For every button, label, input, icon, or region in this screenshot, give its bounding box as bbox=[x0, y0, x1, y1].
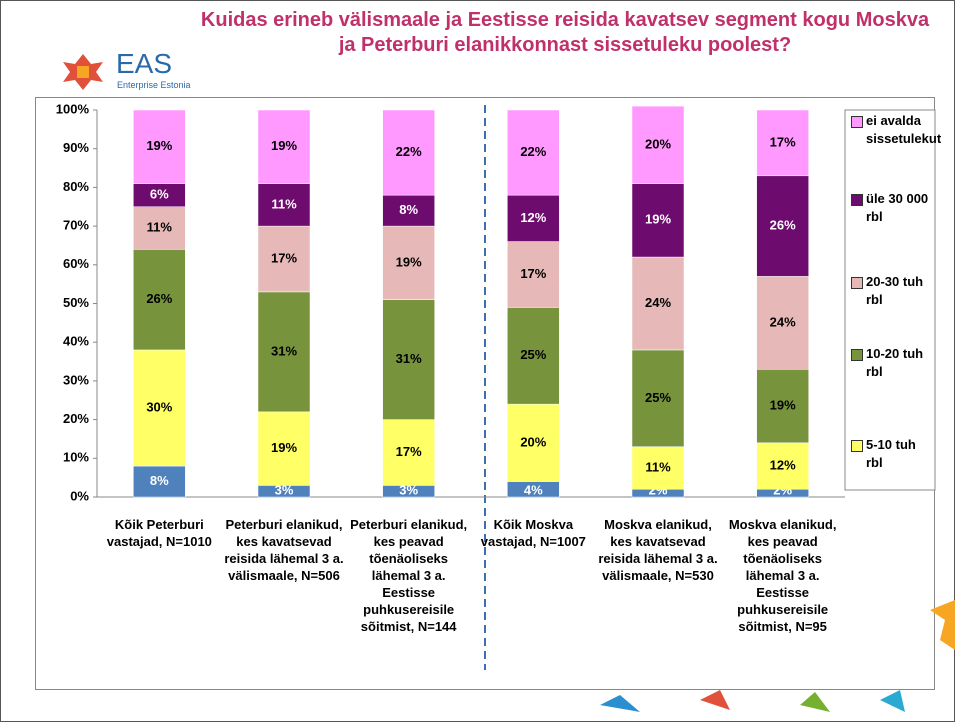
data-label: 20% bbox=[520, 434, 546, 449]
data-label: 17% bbox=[271, 250, 297, 265]
y-tick-label: 90% bbox=[63, 140, 89, 155]
legend-swatch bbox=[851, 277, 863, 289]
y-tick-label: 100% bbox=[56, 101, 90, 116]
data-label: 6% bbox=[150, 187, 169, 202]
data-label: 17% bbox=[396, 444, 422, 459]
x-tick-label: Peterburi elanikud, kes peavad tõenäolis… bbox=[345, 516, 473, 635]
y-tick-label: 30% bbox=[63, 372, 89, 387]
data-label: 17% bbox=[520, 266, 546, 281]
data-label: 11% bbox=[645, 459, 671, 474]
data-label: 19% bbox=[271, 138, 297, 153]
data-label: 25% bbox=[520, 347, 546, 362]
y-tick-label: 40% bbox=[63, 334, 89, 349]
data-label: 24% bbox=[770, 314, 796, 329]
legend-swatch bbox=[851, 440, 863, 452]
y-tick-label: 80% bbox=[63, 179, 89, 194]
data-label: 19% bbox=[396, 254, 422, 269]
data-label: 26% bbox=[770, 218, 796, 233]
x-tick-label: Kõik Peterburi vastajad, N=1010 bbox=[95, 516, 223, 550]
data-label: 12% bbox=[770, 457, 796, 472]
data-label: 20% bbox=[645, 136, 671, 151]
data-label: 31% bbox=[396, 351, 422, 366]
data-label: 24% bbox=[645, 295, 671, 310]
x-tick-label: Moskva elanikud, kes peavad tõenäoliseks… bbox=[719, 516, 847, 635]
y-tick-label: 60% bbox=[63, 256, 89, 271]
data-label: 8% bbox=[399, 202, 418, 217]
legend-swatch bbox=[851, 349, 863, 361]
data-label: 19% bbox=[271, 440, 297, 455]
data-label: 11% bbox=[147, 219, 173, 234]
legend-label: 10-20 tuh rbl bbox=[866, 345, 932, 381]
legend-label: üle 30 000 rbl bbox=[866, 190, 932, 226]
y-tick-label: 20% bbox=[63, 411, 89, 426]
legend-swatch bbox=[851, 194, 863, 206]
data-label: 8% bbox=[150, 473, 169, 488]
data-label: 19% bbox=[645, 212, 671, 227]
page: Kuidas erineb välismaale ja Eestisse rei… bbox=[0, 0, 955, 722]
data-label: 11% bbox=[271, 196, 297, 211]
data-label: 19% bbox=[770, 397, 796, 412]
legend-label: ei avalda sissetulekut bbox=[866, 112, 932, 148]
x-tick-label: Moskva elanikud, kes kavatsevad reisida … bbox=[594, 516, 722, 584]
data-label: 25% bbox=[645, 390, 671, 405]
x-tick-label: Kõik Moskva vastajad, N=1007 bbox=[469, 516, 597, 550]
y-tick-label: 70% bbox=[63, 218, 89, 233]
data-label: 22% bbox=[520, 144, 546, 159]
data-label: 26% bbox=[146, 291, 172, 306]
legend-label: 20-30 tuh rbl bbox=[866, 273, 932, 309]
data-label: 17% bbox=[770, 134, 796, 149]
legend-swatch bbox=[851, 116, 863, 128]
y-tick-label: 10% bbox=[63, 450, 89, 465]
y-tick-label: 50% bbox=[63, 295, 89, 310]
data-label: 4% bbox=[524, 482, 543, 497]
data-label: 12% bbox=[520, 210, 546, 225]
data-label: 30% bbox=[146, 399, 172, 414]
legend-label: 5-10 tuh rbl bbox=[866, 436, 932, 472]
x-tick-label: Peterburi elanikud, kes kavatsevad reisi… bbox=[220, 516, 348, 584]
data-label: 19% bbox=[146, 138, 172, 153]
data-label: 31% bbox=[271, 343, 297, 358]
data-label: 22% bbox=[396, 144, 422, 159]
y-tick-label: 0% bbox=[70, 488, 89, 503]
